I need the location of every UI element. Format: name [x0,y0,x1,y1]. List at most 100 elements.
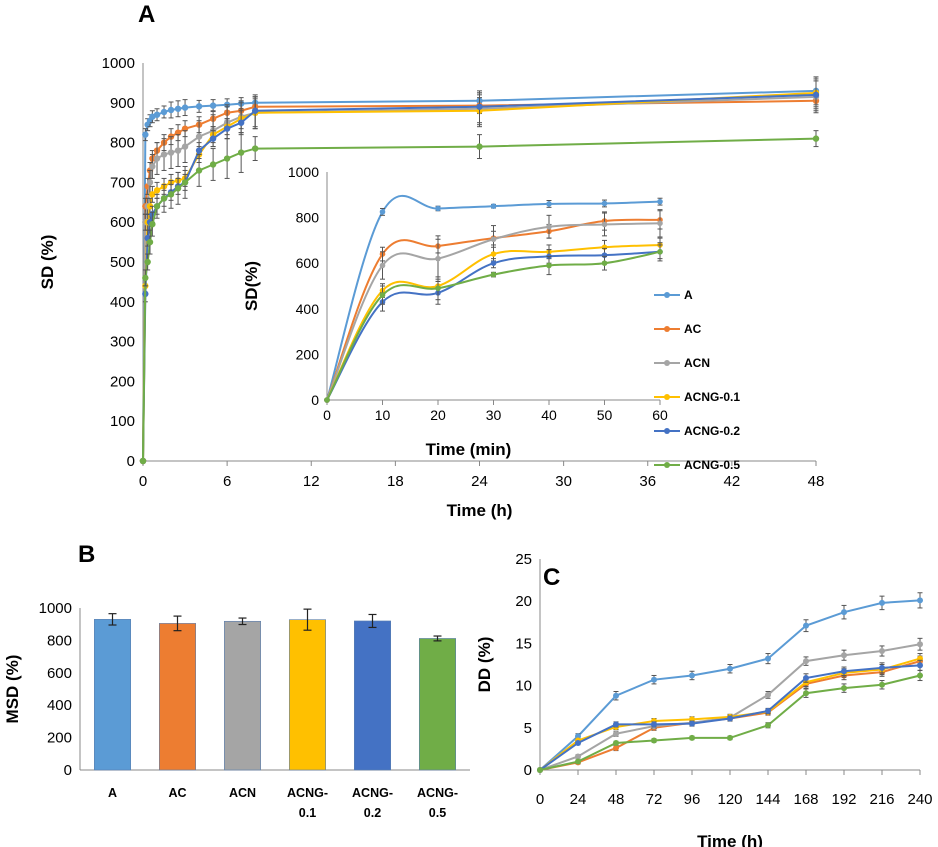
legend-label: AC [684,322,702,336]
data-point [812,135,820,142]
x-tick-label: 144 [755,791,780,808]
data-point [765,655,771,662]
data-point [651,721,657,728]
data-point [490,271,497,278]
data-point [613,739,619,746]
chart-b: 0 200 400 600 800 1000 MSD (%) A AC ACN ACNG- 0.1 AC… [3,600,470,820]
y-tick-label: 300 [110,334,135,351]
data-point [142,274,149,282]
y-tick-label: 400 [110,294,135,311]
data-point [223,155,231,162]
y-tick-label: 200 [110,373,135,390]
x-tick-label: 10 [375,407,391,423]
y-tick-label: 20 [515,593,532,610]
y-tick-label: 600 [110,214,135,231]
category-label: 0.5 [429,806,446,820]
data-point [174,147,182,154]
series-acng-0-5 [324,244,663,403]
x-axis-title: Time (min) [426,440,512,459]
legend-swatch-marker [664,360,670,366]
category-label: ACNG- [417,786,458,800]
x-tick-label: 30 [555,473,572,490]
inset-background [291,166,668,438]
x-tick-label: 192 [831,791,856,808]
data-point [613,745,619,752]
data-point [195,133,203,140]
data-point [879,599,885,606]
data-point [575,753,581,760]
data-point [209,135,217,142]
data-point [153,155,161,162]
data-point [435,255,441,262]
data-point [841,685,847,692]
x-tick-label: 12 [303,473,320,490]
data-point [144,258,151,266]
y-tick-label: 0 [127,453,135,470]
series-a [537,592,923,773]
data-point [153,203,161,210]
y-axis-title: MSD (%) [3,655,22,724]
data-point [657,198,663,205]
panel-letter-b: B [78,541,95,568]
x-tick-label: 240 [907,791,932,808]
series-acng-0-2 [537,659,923,773]
legend-label: ACN [684,356,710,370]
legend-item-acn: ACN [654,356,710,370]
data-point [803,690,809,697]
data-point [146,179,154,186]
series-acn [324,209,663,403]
data-point [657,249,663,255]
data-point [841,652,847,659]
data-point [379,262,386,269]
x-tick-label: 48 [808,473,825,490]
y-tick-label: 0 [64,762,72,779]
y-tick-label: 900 [110,95,135,112]
y-tick-label: 600 [47,665,72,682]
data-point [174,185,182,192]
x-tick-label: 42 [724,473,741,490]
data-point [149,163,156,170]
x-tick-label: 216 [869,791,894,808]
y-tick-label: 200 [47,730,72,747]
data-point [575,733,581,740]
x-tick-label: 0 [536,791,544,808]
data-point [613,721,619,728]
chart-a-inset: 0 200 400 600 800 1000 0 10 20 30 40 50 60 Time (min)… [242,164,740,472]
legend-label: A [684,288,693,302]
legend-swatch-marker [664,462,670,468]
data-point [379,292,386,298]
panel-letter-a: A [138,1,155,28]
data-point [917,672,923,679]
data-point [237,119,245,126]
legend-swatch-marker [664,428,670,434]
data-point [160,108,168,116]
bar-acng-0-1 [288,619,326,771]
legend-item-acng-0-5: ACNG-0.5 [654,458,740,472]
data-point [251,145,259,152]
data-point [153,111,161,118]
data-point [879,647,885,654]
data-point [142,131,149,138]
data-point [727,734,733,741]
bar-acn [224,620,262,771]
series-acng-0-5 [537,669,923,773]
y-tick-label: 1000 [288,164,319,180]
panel-letter-c: C [543,564,560,591]
y-axis-title: DD (%) [475,637,494,693]
series-line-a [326,195,661,401]
x-tick-label: 60 [652,407,668,423]
data-point [657,220,663,227]
data-point [237,149,245,156]
x-axis-title: Time (h) [697,832,763,847]
y-axis-title: SD (%) [38,235,57,290]
data-point [223,125,231,132]
data-point [435,285,441,292]
category-label: AC [168,786,186,800]
x-tick-label: 40 [541,407,557,423]
bar-ac [159,623,197,771]
bar-a [94,619,132,771]
x-tick-label: 6 [223,473,231,490]
data-point [879,664,885,671]
y-tick-label: 800 [296,210,320,226]
